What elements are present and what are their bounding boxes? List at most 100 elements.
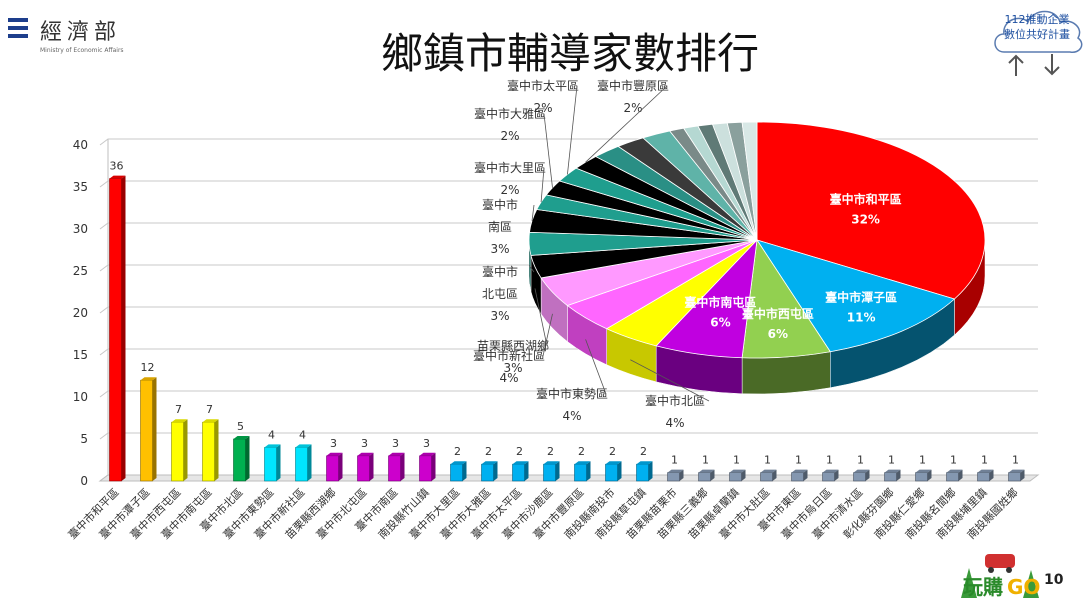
bar <box>140 377 157 482</box>
menu-icon <box>8 18 28 44</box>
bar-value-label: 1 <box>764 454 771 467</box>
pie-slice-pct: 32% <box>851 213 880 227</box>
bar <box>512 461 529 482</box>
bar <box>605 461 622 482</box>
bar-side <box>369 452 374 481</box>
bar <box>729 469 746 482</box>
bar-top <box>140 377 157 381</box>
bar <box>574 461 591 482</box>
logo-english-name: Ministry of Economic Affairs <box>40 47 124 54</box>
pie-slice-label: 臺中市西屯區 <box>742 306 814 321</box>
bar-top <box>171 419 188 423</box>
bar <box>295 444 312 482</box>
bar-side <box>493 461 498 481</box>
bar-side <box>648 461 653 481</box>
page-title: 鄉鎮市輔導家數排行 <box>380 29 759 78</box>
pie-leader-line <box>528 265 535 273</box>
pie-leader-line <box>534 288 548 347</box>
bar-top <box>326 452 343 456</box>
bar-top <box>574 461 591 465</box>
bar-value-label: 1 <box>826 454 833 467</box>
bar-top <box>388 452 405 456</box>
pie-slice-label: 臺中市北區 <box>645 393 705 408</box>
pie-leader-line <box>531 204 535 221</box>
bar-top <box>667 469 684 473</box>
bar-top <box>822 469 839 473</box>
bar-value-label: 5 <box>237 420 244 433</box>
y-tick-label: 40 <box>73 138 88 152</box>
pie-slice-pct: 11% <box>847 311 876 325</box>
pie-slice-label: 臺中市新社區 <box>473 348 545 363</box>
svg-text:GO: GO <box>1007 575 1040 599</box>
pie-leader-line <box>585 85 668 163</box>
logo-chinese-name: 經濟部 <box>40 20 122 45</box>
bar-top <box>729 469 746 473</box>
bar-value-label: 1 <box>1012 454 1019 467</box>
bar-top <box>605 461 622 465</box>
bar-side <box>400 452 405 481</box>
bar-value-label: 3 <box>361 437 368 450</box>
pie-slice-pct: 4% <box>665 416 684 430</box>
pie-slice-label: 臺中市太平區 <box>507 78 579 93</box>
pie-leader-line <box>585 339 607 395</box>
bar-side <box>586 461 591 481</box>
bar-value-label: 2 <box>516 445 523 458</box>
bar-value-label: 2 <box>640 445 647 458</box>
bar-value-label: 2 <box>609 445 616 458</box>
bar <box>915 469 932 482</box>
bar-side <box>772 469 777 481</box>
bar-side <box>307 444 312 481</box>
bar <box>760 469 777 482</box>
pie-leader-line <box>543 113 553 188</box>
program-badge-line2: 數位共好計畫 <box>1004 28 1070 41</box>
bar-top <box>636 461 653 465</box>
program-badge: 112推動企業 數位共好計畫 <box>992 12 1082 42</box>
bar <box>1008 469 1025 482</box>
pie-leader-line <box>567 85 578 175</box>
bar <box>977 469 994 482</box>
pie-slice <box>756 239 956 353</box>
bar-top <box>884 469 901 473</box>
pie-slice-pct: 4% <box>499 371 518 385</box>
pie-slice-label: 臺中市大里區 <box>474 160 546 175</box>
bar <box>853 469 870 482</box>
bar-top <box>1008 469 1025 473</box>
bar-top <box>915 469 932 473</box>
y-tick-label: 25 <box>73 264 88 278</box>
bar-side <box>462 461 467 481</box>
program-badge-line1: 112推動企業 <box>1004 13 1070 26</box>
pie-slice-label: 南區 <box>488 219 512 234</box>
pie-slice-pct: 2% <box>533 101 552 115</box>
bar-top <box>698 469 715 473</box>
bar-side <box>245 436 250 481</box>
bar-top <box>264 444 281 448</box>
bar-value-label: 1 <box>795 454 802 467</box>
bar <box>543 461 560 482</box>
bar <box>698 469 715 482</box>
bar-value-label: 3 <box>423 437 430 450</box>
bar-top <box>946 469 963 473</box>
bar-top <box>791 469 808 473</box>
pie-slice-label: 北屯區 <box>482 287 518 301</box>
bar <box>388 452 405 482</box>
bar-top <box>233 436 250 439</box>
bar-value-label: 3 <box>330 437 337 450</box>
bar-side <box>152 377 157 481</box>
bar-value-label: 7 <box>175 403 182 416</box>
bar-side <box>183 419 188 481</box>
bar <box>667 469 684 482</box>
pie-slice <box>741 121 758 241</box>
pie-slice-label: 臺中市大雅區 <box>474 106 546 121</box>
bar-side <box>1020 469 1025 481</box>
bar <box>450 461 467 482</box>
pie-slice-label: 臺中市豐原區 <box>597 78 669 93</box>
y-tick-label: 10 <box>73 390 88 404</box>
bar-value-label: 2 <box>578 445 585 458</box>
bar-side <box>958 469 963 481</box>
bar <box>233 436 250 482</box>
bar-value-label: 12 <box>141 361 155 374</box>
y-tick-label: 30 <box>73 222 88 236</box>
bar-top <box>760 469 777 473</box>
pie-slice-label: 臺中市南屯區 <box>684 295 756 310</box>
